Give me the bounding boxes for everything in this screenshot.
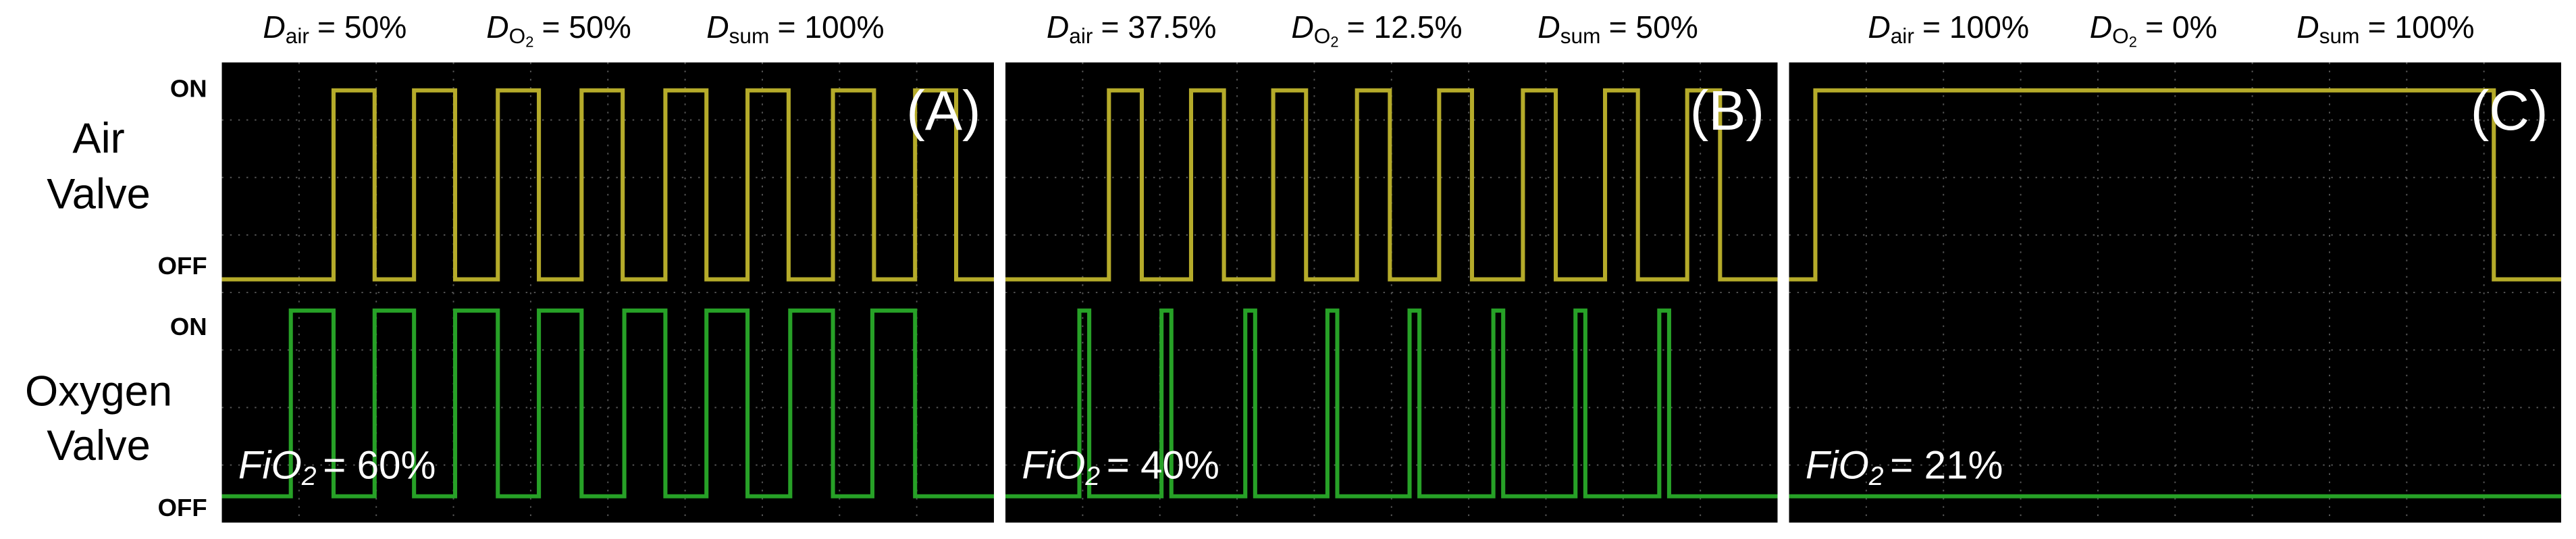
subscript: O <box>2112 24 2129 48</box>
subscript: air <box>286 24 309 48</box>
fio2-label: FiO2 = 21% <box>1806 444 2003 491</box>
subscript: 2 <box>1084 462 1100 491</box>
subscript: sum <box>2319 24 2360 48</box>
subscript: air <box>1069 24 1093 48</box>
subscript: air <box>1891 24 1914 48</box>
row-label: Air <box>72 115 124 162</box>
duty-cycle-label: Dair = 100% <box>1868 9 2029 48</box>
fio2-label: FiO2 = 40% <box>1022 444 1219 491</box>
symbol: D <box>1047 9 1069 45</box>
duty-cycle-label: Dsum = 100% <box>706 9 884 48</box>
scope-panel: (B) <box>1005 62 1778 523</box>
panel-letter: (A) <box>906 79 980 142</box>
value: = 21% <box>1890 444 2003 488</box>
value: = 60% <box>323 444 436 488</box>
value: = 50% <box>1609 9 1698 45</box>
symbol: FiO <box>1806 444 1869 488</box>
symbol: D <box>706 9 729 45</box>
value: = 50% <box>542 9 631 45</box>
symbol: FiO <box>238 444 302 488</box>
fio2-label: FiO2 = 60% <box>238 444 436 491</box>
row-label: OFF <box>158 494 207 521</box>
panel-letter: (C) <box>2471 79 2548 142</box>
symbol: D <box>263 9 285 45</box>
subscript: O <box>1314 24 1331 48</box>
subscript: sum <box>1560 24 1601 48</box>
subscript: 2 <box>1330 33 1338 50</box>
air-trace <box>1005 88 1778 282</box>
symbol: D <box>2296 9 2319 45</box>
subscript: O <box>509 24 526 48</box>
duty-cycle-label: DO2 = 12.5% <box>1291 9 1462 50</box>
row-label: ON <box>170 74 207 102</box>
row-label: ON <box>170 313 207 340</box>
oxygen-trace <box>1005 308 1778 498</box>
symbol: FiO <box>1022 444 1085 488</box>
symbol: D <box>1868 9 1890 45</box>
subscript: 2 <box>525 33 533 50</box>
duty-cycle-label: Dsum = 100% <box>2296 9 2474 48</box>
duty-cycle-label: DO2 = 50% <box>486 9 631 50</box>
value: = 40% <box>1107 444 1219 488</box>
symbol: D <box>1291 9 1313 45</box>
duty-cycle-label: Dair = 37.5% <box>1047 9 1217 48</box>
subscript: 2 <box>301 462 317 491</box>
symbol: D <box>2090 9 2112 45</box>
value: = 100% <box>2368 9 2475 45</box>
row-label: Valve <box>47 422 151 469</box>
panel-letter: (B) <box>1690 79 1764 142</box>
subscript: 2 <box>2129 33 2137 50</box>
scope-panel: (C) <box>1789 62 2562 523</box>
air-trace <box>221 88 995 282</box>
symbol: D <box>486 9 508 45</box>
value: = 100% <box>1922 9 2029 45</box>
subscript: sum <box>729 24 770 48</box>
scope-panel: (A) <box>221 62 995 523</box>
row-label: Oxygen <box>25 368 172 415</box>
duty-cycle-label: Dair = 50% <box>263 9 406 48</box>
row-label: OFF <box>158 252 207 280</box>
value: = 12.5% <box>1347 9 1463 45</box>
value: = 37.5% <box>1101 9 1217 45</box>
row-label: Valve <box>47 171 151 218</box>
value: = 100% <box>778 9 885 45</box>
duty-cycle-label: Dsum = 50% <box>1537 9 1698 48</box>
value: = 50% <box>317 9 406 45</box>
duty-cycle-label: DO2 = 0% <box>2090 9 2217 50</box>
symbol: D <box>1537 9 1560 45</box>
oxygen-trace <box>221 308 995 498</box>
subscript: 2 <box>1868 462 1884 491</box>
value: = 0% <box>2145 9 2217 45</box>
air-trace <box>1789 88 2562 282</box>
